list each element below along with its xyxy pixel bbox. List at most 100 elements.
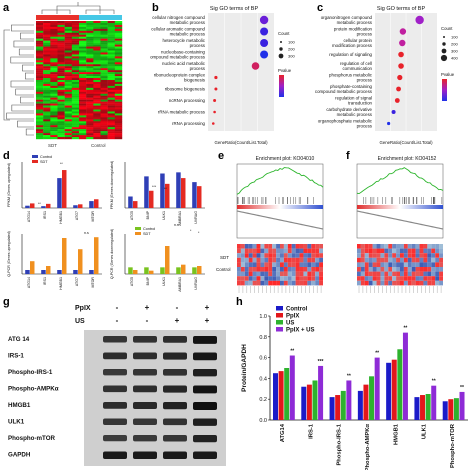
heatmap-cell	[43, 30, 51, 33]
significance-mark: **	[60, 162, 63, 166]
go-dotplot-b: Sig GO terms of BP cellular nitrogen com…	[150, 6, 295, 145]
dendrogram-branch	[6, 112, 34, 120]
heatmap-cell	[114, 76, 123, 79]
heatmap-cell	[268, 253, 273, 258]
heatmap-cell	[71, 81, 80, 85]
heatmap-cell	[79, 91, 87, 94]
heatmap-cell	[79, 62, 87, 65]
heatmap-cell	[71, 28, 80, 32]
dendrogram-branch	[13, 40, 34, 48]
y-tick-label: 0.6	[259, 356, 267, 362]
heatmap-cell	[392, 244, 397, 249]
heatmap-cell	[100, 44, 108, 47]
blot-row-label: HMGB1	[8, 402, 31, 409]
heatmap-cell	[100, 74, 108, 77]
heatmap-cell	[86, 68, 94, 71]
heatmap-cell	[43, 70, 51, 73]
heatmap-cell	[93, 113, 101, 116]
heatmap-cell	[93, 129, 101, 132]
heatmap-cell	[256, 271, 261, 277]
heatmap-cell	[315, 244, 320, 249]
heatmap-cell	[86, 50, 94, 53]
heatmap-cell	[93, 36, 101, 39]
go-term-label: carbohydrate derivative	[326, 107, 372, 112]
heatmap-cell	[36, 52, 44, 55]
heatmap-cell	[100, 70, 108, 73]
heatmap-cell	[86, 38, 94, 41]
heatmap-cell	[50, 52, 58, 55]
heatmap-cell	[384, 257, 389, 263]
bar	[176, 267, 181, 274]
bar	[62, 170, 67, 208]
heatmap-cell	[50, 89, 58, 92]
heatmap-cell	[64, 28, 73, 32]
heatmap-cell	[43, 133, 51, 136]
heatmap-cell	[415, 257, 420, 263]
heatmap-cell	[43, 93, 51, 96]
heatmap-cell	[36, 91, 44, 94]
heatmap-cell	[93, 38, 101, 41]
heatmap-cell	[114, 70, 123, 73]
heatmap-cell	[240, 271, 245, 277]
heatmap-cell	[50, 101, 58, 104]
heatmap-cell	[64, 21, 73, 24]
heatmap-cell	[256, 280, 261, 286]
heatmap-cell	[360, 257, 365, 263]
treatment-us-label: US	[75, 318, 85, 325]
heatmap-cell	[107, 93, 116, 96]
heatmap-cell	[57, 68, 65, 71]
heatmap-cell	[57, 125, 65, 128]
column-dendrogram	[41, 2, 115, 14]
go-term-label: compound metabolic process	[315, 89, 373, 94]
heatmap-cell	[264, 262, 269, 267]
heatmap-cell	[50, 56, 58, 59]
heatmap-cell	[71, 113, 80, 116]
heatmap-cell	[57, 95, 65, 98]
heatmap-cell	[114, 66, 123, 69]
heatmap-cell	[114, 111, 123, 114]
heatmap-cell	[64, 24, 73, 28]
heatmap-cell	[114, 78, 123, 81]
heatmap-cell	[100, 72, 108, 75]
enrichment-curve	[356, 167, 444, 195]
heatmap-cell	[114, 97, 123, 100]
heatmap-cell	[43, 115, 51, 118]
heatmap-cell	[43, 137, 51, 140]
panel-c-label: c	[317, 2, 324, 14]
heatmap-cell	[50, 97, 58, 100]
heatmap-cell	[315, 262, 320, 267]
heatmap-cell	[100, 115, 108, 118]
heatmap-cell	[64, 50, 73, 53]
blot-row-label: ULK1	[8, 419, 25, 426]
heatmap-cell	[36, 81, 44, 85]
heatmap-cell	[100, 91, 108, 94]
heatmap-cell	[244, 280, 249, 286]
heatmap-cell	[376, 244, 381, 249]
heatmap-cell	[107, 78, 116, 81]
heatmap-cell	[57, 58, 65, 61]
heatmap-cell	[107, 103, 116, 106]
heatmap-cell	[392, 271, 397, 277]
heatmap-cell	[368, 248, 373, 254]
bar	[357, 390, 363, 420]
go-dotplot-c: Sig GO terms of BP organonitrogen compou…	[315, 6, 459, 145]
heatmap-cell	[64, 52, 73, 55]
legend-swatch	[135, 227, 141, 230]
blot-band	[103, 451, 127, 460]
heatmap-cell	[423, 248, 428, 254]
heatmap-cell	[64, 64, 73, 67]
heatmap-cell	[64, 87, 73, 91]
heatmap-cell	[43, 123, 51, 126]
heatmap-cell	[114, 131, 123, 134]
heatmap-cell	[107, 105, 116, 108]
heatmap-cell	[50, 46, 58, 49]
go-term-label: phosphorus metabolic	[329, 73, 373, 78]
heatmap-cell	[407, 248, 412, 254]
treatment-sign: -	[146, 316, 149, 325]
treatment-sign: +	[205, 316, 210, 325]
heatmap-cell	[86, 127, 94, 130]
heatmap-cell	[71, 85, 80, 89]
heatmap-cell	[114, 91, 123, 94]
heatmap-cell	[64, 133, 73, 136]
heatmap-cell	[43, 40, 51, 43]
